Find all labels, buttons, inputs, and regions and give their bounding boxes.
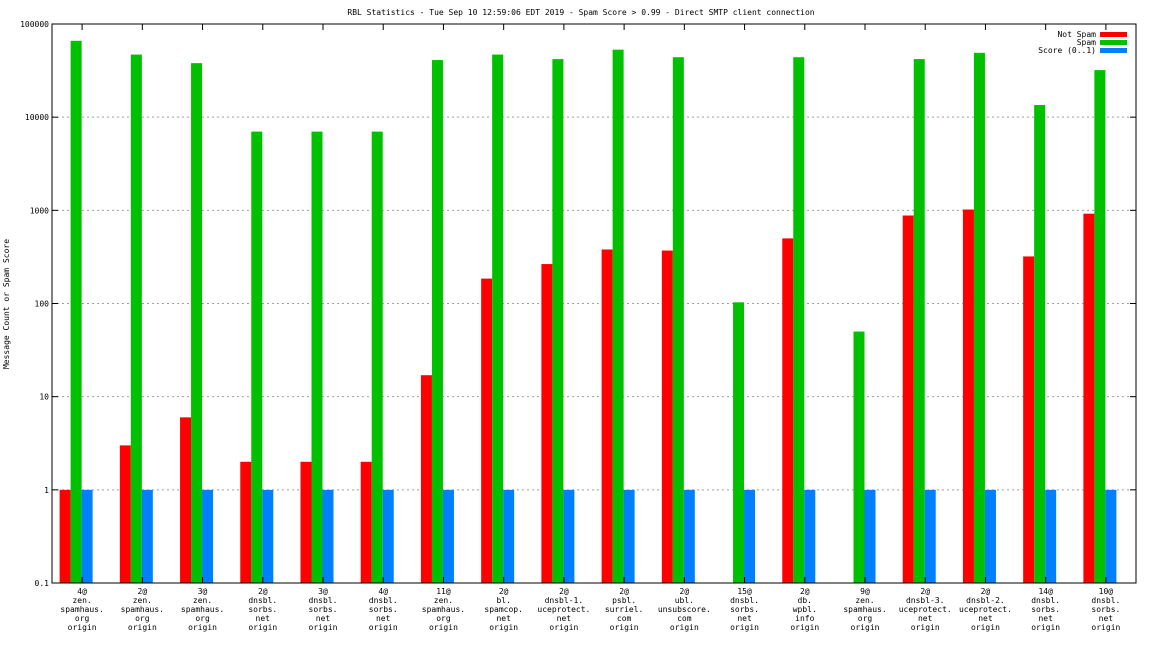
y-tick-label: 10000 [25, 113, 49, 122]
y-axis-label: Message Count or Spam Score [2, 239, 11, 369]
x-tick-label: 4@ dnsbl. sorbs. net origin [369, 587, 398, 632]
bar-score-0-1 [382, 489, 394, 583]
bar-not-spam [240, 461, 252, 583]
x-tick-label: 2@ dnsbl-3. uceprotect. net origin [899, 587, 952, 632]
legend-label: Not Spam [1057, 30, 1096, 39]
y-tick-label: 100000 [20, 20, 49, 29]
bar-spam [1094, 70, 1106, 584]
bar-score-0-1 [1045, 489, 1057, 583]
bar-score-0-1 [683, 489, 695, 583]
bar-score-0-1 [262, 489, 274, 583]
bars [59, 40, 1117, 584]
bar-spam [672, 57, 684, 584]
bar-spam [492, 54, 504, 583]
legend-swatch [1100, 48, 1127, 53]
bar-spam [1034, 105, 1046, 584]
bar-spam [973, 52, 985, 583]
x-tick-label: 9@ zen. spamhaus. org origin [843, 587, 886, 632]
bar-score-0-1 [1105, 489, 1117, 583]
bar-not-spam [360, 461, 372, 583]
bar-not-spam [59, 489, 71, 583]
bar-not-spam [902, 215, 914, 584]
bar-spam [70, 40, 82, 583]
bar-spam [612, 49, 624, 584]
y-tick-label: 10 [39, 393, 49, 402]
bar-spam [733, 302, 745, 583]
y-tick-label: 100 [35, 300, 50, 309]
bar-not-spam [1083, 213, 1095, 584]
bar-score-0-1 [322, 489, 334, 583]
bar-score-0-1 [202, 489, 214, 583]
x-tick-label: 4@ zen. spamhaus. org origin [60, 587, 103, 632]
bar-score-0-1 [503, 489, 515, 583]
x-tick-label: 2@ bl. spamcop. net origin [484, 587, 523, 632]
bar-not-spam [481, 278, 493, 583]
bar-not-spam [1023, 256, 1035, 583]
bar-spam [913, 59, 925, 584]
bar-score-0-1 [984, 489, 996, 583]
x-tick-label: 14@ dnsbl. sorbs. net origin [1031, 587, 1060, 632]
legend-swatch [1100, 40, 1127, 45]
y-axis-ticks: 0.1 1 10 100 1000 10000 100000 [20, 20, 1136, 588]
bar-spam [552, 59, 564, 584]
bar-not-spam [601, 249, 613, 583]
x-tick-label: 3@ zen. spamhaus. org origin [181, 587, 224, 632]
bar-score-0-1 [864, 489, 876, 583]
bar-spam [191, 63, 203, 584]
bar-spam [431, 60, 443, 584]
bar-spam [311, 131, 323, 583]
legend-label: Spam [1077, 38, 1096, 47]
x-tick-label: 2@ dnsbl-2. uceprotect. net origin [959, 587, 1012, 632]
bar-not-spam [119, 445, 131, 583]
bar-spam [130, 54, 142, 583]
x-axis-ticks: 4@ zen. spamhaus. org origin 2@ zen. spamhaus. o… [60, 24, 1121, 632]
x-tick-label: 3@ dnsbl. sorbs. net origin [309, 587, 338, 632]
bar-score-0-1 [563, 489, 575, 583]
y-tick-label: 1000 [30, 206, 49, 215]
x-tick-label: 10@ dnsbl. sorbs. net origin [1091, 587, 1120, 632]
x-tick-label: 2@ ubl. unsubscore. com origin [658, 587, 711, 632]
chart-title: RBL Statistics - Tue Sep 10 12:59:06 EDT… [347, 8, 814, 17]
bar-spam [853, 331, 865, 583]
bar-score-0-1 [744, 489, 756, 583]
bar-not-spam [420, 375, 432, 583]
bar-not-spam [962, 209, 974, 583]
bar-score-0-1 [81, 489, 93, 583]
bar-score-0-1 [141, 489, 153, 583]
bar-score-0-1 [924, 489, 936, 583]
bar-not-spam [541, 264, 553, 583]
x-tick-label: 2@ dnsbl. sorbs. net origin [248, 587, 277, 632]
bar-score-0-1 [442, 489, 454, 583]
bar-not-spam [782, 238, 794, 584]
bar-not-spam [661, 250, 673, 583]
bar-spam [793, 57, 805, 584]
x-tick-label: 15@ dnsbl. sorbs. net origin [730, 587, 759, 632]
legend-label: Score (0..1) [1038, 46, 1096, 55]
y-tick-label: 0.1 [35, 579, 50, 588]
x-tick-label: 11@ zen. spamhaus. org origin [422, 587, 465, 632]
bar-score-0-1 [804, 489, 816, 583]
x-tick-label: 2@ psbl. surriel. com origin [605, 587, 644, 632]
bar-spam [251, 131, 263, 583]
bar-spam [371, 131, 383, 583]
legend-swatch [1100, 32, 1127, 37]
x-tick-label: 2@ dnsbl-1. uceprotect. net origin [537, 587, 590, 632]
y-tick-label: 1 [44, 486, 49, 495]
x-tick-label: 2@ zen. spamhaus. org origin [121, 587, 164, 632]
x-tick-label: 2@ db. wpbl. info origin [790, 587, 819, 632]
bar-not-spam [180, 417, 192, 583]
bar-not-spam [300, 461, 312, 583]
bar-score-0-1 [623, 489, 635, 583]
gridlines [52, 116, 1136, 491]
